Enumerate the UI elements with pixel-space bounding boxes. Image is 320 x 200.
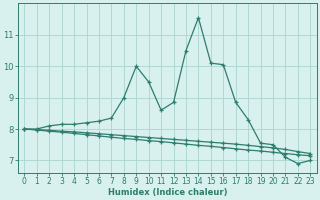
X-axis label: Humidex (Indice chaleur): Humidex (Indice chaleur) — [108, 188, 227, 197]
